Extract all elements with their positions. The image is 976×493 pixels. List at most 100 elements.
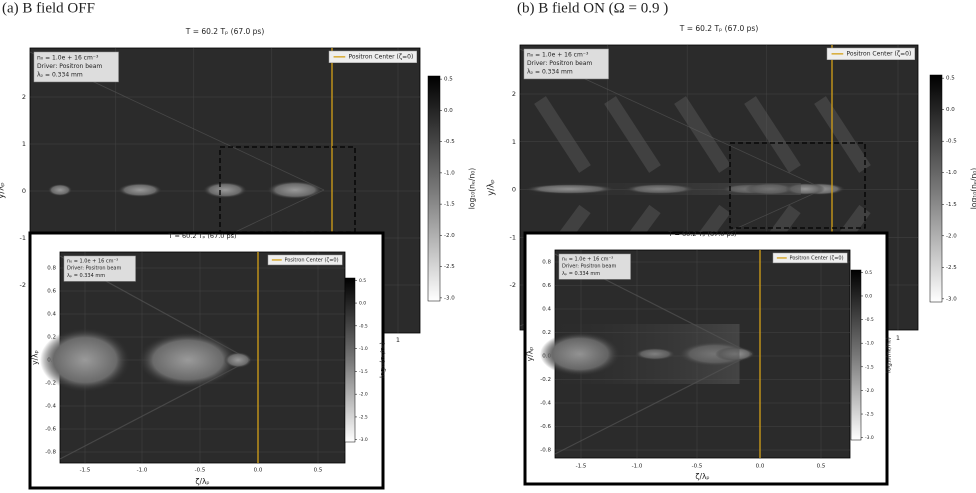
colorbar: [344, 277, 356, 443]
y-tick-label: 1: [22, 140, 26, 148]
colorbar-tick-label: -2.0: [946, 233, 957, 239]
colorbar-tick-label: 0.5: [865, 270, 872, 276]
colorbar-tick-label: -0.5: [359, 323, 368, 329]
legend-box: [826, 47, 915, 60]
colorbar-tick-label: -3.0: [865, 435, 874, 441]
density-blob: [138, 332, 238, 388]
colorbar-tick-label: -1.0: [444, 170, 455, 176]
legend-text: Positron Center (ζ=0): [285, 257, 339, 263]
colorbar-tick-label: -3.0: [359, 437, 368, 443]
colorbar-tick-label: -0.5: [865, 317, 874, 323]
y-tick-label: 0.4: [542, 307, 551, 313]
y-tick-label: -2: [510, 281, 516, 289]
x-tick-label: 0.0: [254, 468, 263, 474]
legend-text: Positron Center (ζ=0): [790, 255, 844, 261]
y-tick-label: 0.6: [542, 283, 551, 289]
colorbar-tick-label: -1.0: [946, 170, 957, 176]
x-tick-label: -1.0: [632, 464, 643, 470]
y-tick-label: -0.4: [540, 401, 551, 407]
plot-title: T = 60.2 Tₚ (67.0 ps): [667, 230, 736, 238]
info-text: λₚ = 0.334 mm: [37, 71, 83, 78]
y-axis-label: y/λₚ: [0, 182, 6, 199]
colorbar-tick-label: 0.5: [444, 77, 453, 83]
y-tick-label: -0.8: [540, 448, 551, 454]
info-box: [558, 253, 631, 280]
colorbar-label: log₁₀(nₑ/n₀): [885, 337, 893, 373]
y-axis-label: y/λₚ: [30, 350, 39, 365]
info-text: Driver: Positron beam: [67, 266, 121, 272]
colorbar-tick-label: 0.0: [865, 293, 872, 299]
info-text: n₀ = 1.0e + 16 cm⁻³: [527, 51, 589, 58]
info-box: [63, 255, 136, 282]
colorbar-tick-label: -0.5: [444, 139, 455, 145]
x-tick-label: 0.5: [817, 464, 826, 470]
info-box: [33, 51, 119, 83]
x-tick-label: 1: [896, 334, 900, 342]
y-tick-label: 0.2: [542, 330, 551, 336]
colorbar-tick-label: -1.5: [946, 202, 957, 208]
plot-title: T = 60.2 Tₚ (67.0 ps): [679, 24, 759, 33]
info-text: Driver: Positron beam: [527, 60, 592, 67]
y-tick-label: 1: [512, 138, 516, 146]
x-tick-label: -1.5: [80, 468, 91, 474]
density-blob: [40, 328, 130, 392]
colorbar-tick-label: 0.5: [946, 76, 955, 82]
density-blob: [118, 183, 162, 197]
colorbar-tick-label: -2.0: [444, 233, 455, 239]
colorbar-tick-label: -2.5: [946, 265, 957, 271]
x-tick-label: 1: [396, 336, 400, 344]
info-text: n₀ = 1.0e + 16 cm⁻³: [37, 54, 99, 61]
x-axis-label: ζ/λₚ: [695, 472, 709, 481]
density-blob: [48, 184, 72, 196]
zoom-box: [219, 146, 356, 233]
info-text: λₚ = 0.334 mm: [562, 271, 600, 277]
panel-caption: (a) B field OFF: [2, 0, 95, 16]
colorbar: [929, 74, 943, 303]
density-blob: [267, 181, 323, 199]
y-axis-label: y/λₚ: [525, 347, 534, 362]
y-tick-label: -0.2: [540, 377, 551, 383]
y-tick-label: 0.8: [542, 260, 551, 266]
colorbar-tick-label: -1.0: [865, 341, 874, 347]
x-tick-label: -1.5: [576, 464, 587, 470]
colorbar-tick-label: -2.0: [865, 388, 874, 394]
colorbar: [850, 269, 862, 441]
legend-text: Positron Center (ζ=0): [349, 53, 414, 60]
colorbar-tick-label: -3.0: [444, 295, 455, 301]
density-band: [520, 183, 801, 195]
y-tick-label: 0.6: [47, 289, 56, 295]
y-tick-label: 0.2: [47, 335, 56, 341]
legend-text: Positron Center (ζ=0): [847, 50, 912, 57]
colorbar-tick-label: -2.5: [359, 414, 368, 420]
info-text: n₀ = 1.0e + 16 cm⁻³: [67, 258, 118, 264]
colorbar-tick-label: 0.0: [359, 301, 366, 307]
info-box: [523, 48, 609, 80]
colorbar-tick-label: -1.5: [444, 202, 455, 208]
legend-box: [772, 252, 848, 264]
y-tick-label: -0.6: [45, 427, 56, 433]
x-tick-label: -0.5: [195, 468, 206, 474]
colorbar-label: log₁₀(nₑ/n₀): [468, 168, 477, 210]
density-blob: [203, 182, 247, 198]
colorbar-tick-label: -1.5: [359, 369, 368, 375]
colorbar: [427, 75, 441, 302]
x-tick-label: 0.5: [314, 468, 323, 474]
legend-box: [267, 254, 343, 266]
colorbar-tick-label: 0.0: [444, 108, 453, 114]
colorbar-tick-label: 0.5: [359, 278, 366, 284]
x-tick-label: 0.0: [756, 464, 765, 470]
info-text: Driver: Positron beam: [37, 63, 102, 70]
plot-title: T = 60.2 Tₚ (67.0 ps): [167, 232, 236, 240]
y-tick-label: 0: [22, 187, 26, 195]
colorbar-label: log₁₀(nₑ/n₀): [379, 342, 387, 378]
x-axis-label: ζ/λₚ: [195, 477, 209, 486]
colorbar-tick-label: 0.0: [946, 107, 955, 113]
colorbar-tick-label: -2.0: [359, 392, 368, 398]
y-tick-label: -0.8: [45, 450, 56, 456]
info-text: n₀ = 1.0e + 16 cm⁻³: [562, 256, 613, 262]
x-tick-label: -1.0: [137, 468, 148, 474]
info-text: λₚ = 0.334 mm: [67, 273, 105, 279]
colorbar-tick-label: -1.5: [865, 364, 874, 370]
colorbar-tick-label: -2.5: [865, 412, 874, 418]
